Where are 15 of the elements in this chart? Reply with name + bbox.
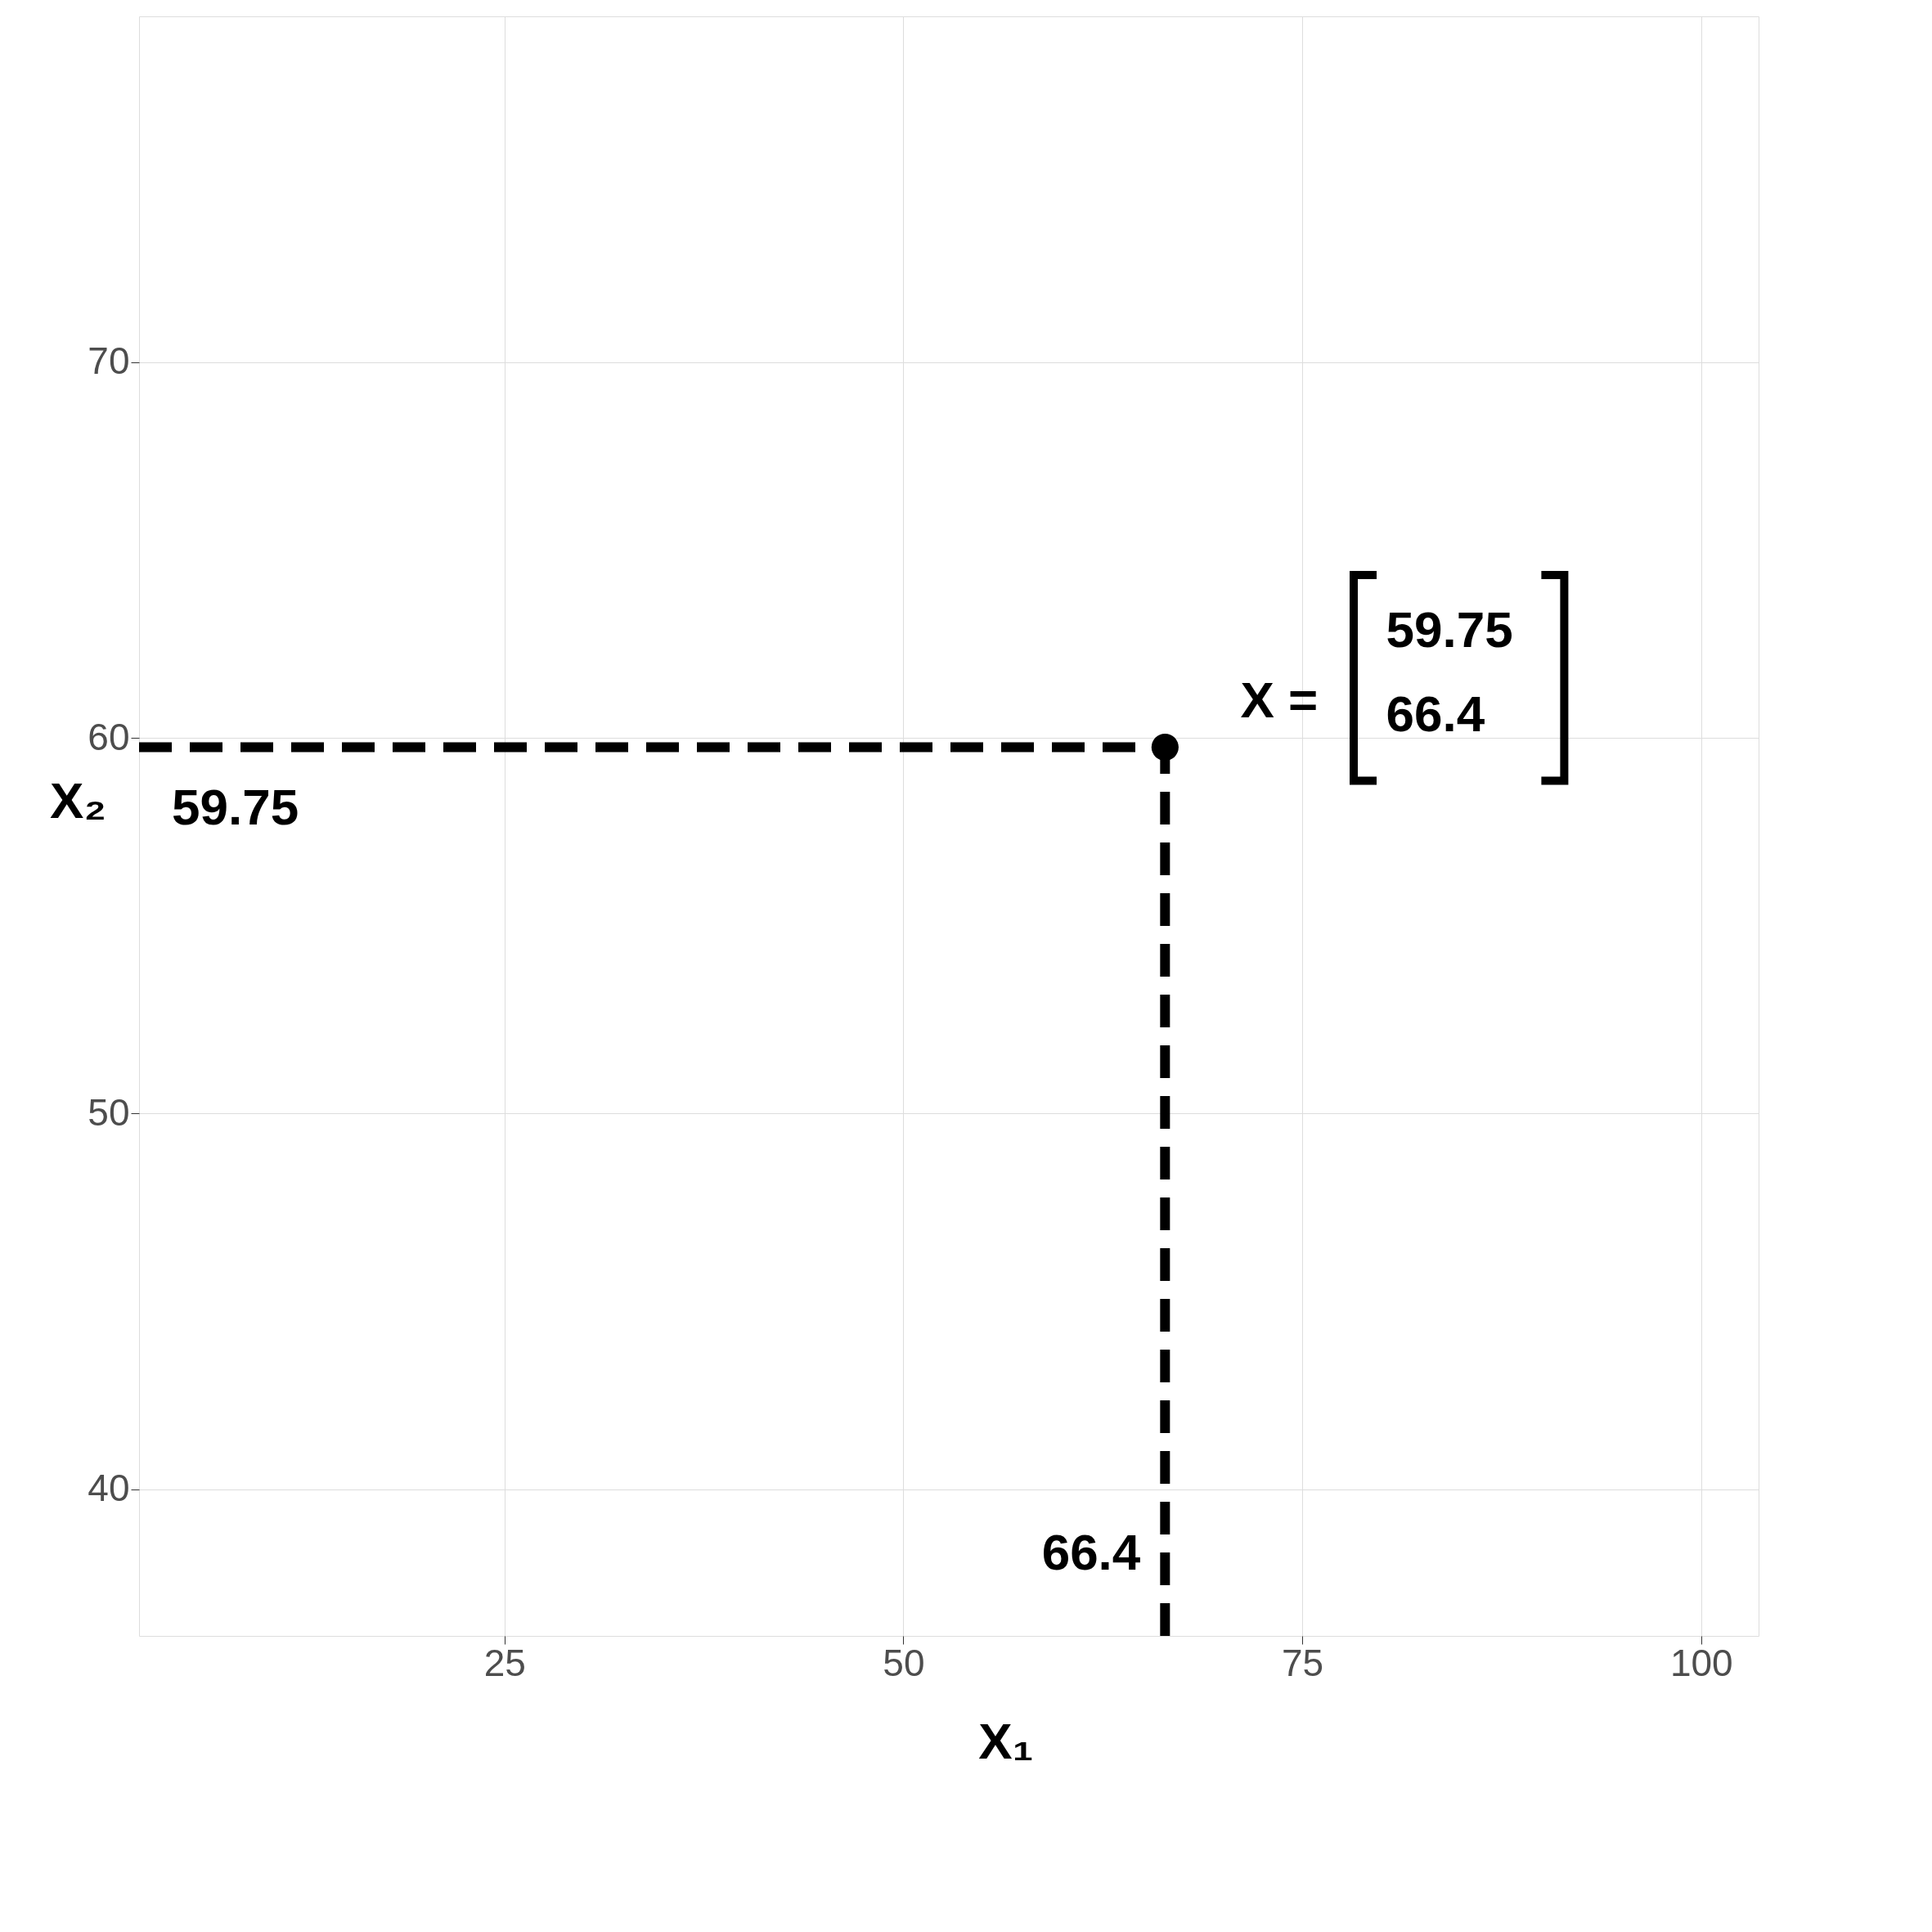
y-tick-label: 70 — [88, 339, 130, 383]
x-tick-label: 75 — [1282, 1641, 1324, 1684]
annotation: X = — [1240, 671, 1319, 728]
annotation: 59.75 — [1386, 601, 1513, 658]
y-tick-label: 40 — [88, 1467, 130, 1510]
x-tick-label: 50 — [883, 1641, 925, 1684]
y-axis-title: X₂ — [50, 771, 106, 829]
ref-line-label: 66.4 — [1041, 1524, 1141, 1580]
x-tick-label: 100 — [1669, 1641, 1733, 1684]
y-tick-label: 50 — [88, 1090, 130, 1134]
ref-line-label: 59.75 — [172, 778, 299, 835]
annotation: 66.4 — [1386, 685, 1485, 743]
x-tick-label: 25 — [483, 1641, 526, 1684]
y-tick-label: 60 — [88, 715, 130, 758]
x-axis-title: X₁ — [978, 1712, 1034, 1769]
